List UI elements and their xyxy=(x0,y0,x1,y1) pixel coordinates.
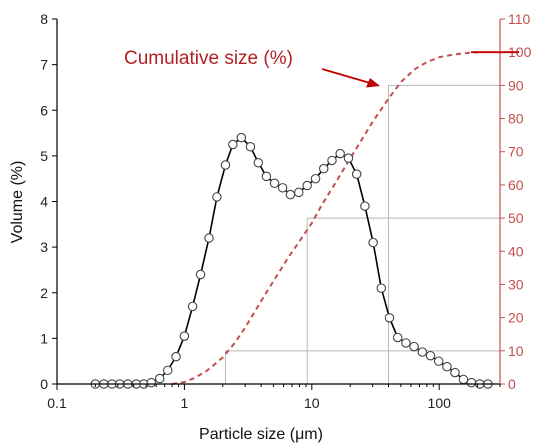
volume-point xyxy=(466,377,477,388)
y2-tick-label: 20 xyxy=(508,310,524,326)
volume-point xyxy=(277,183,288,193)
volume-point xyxy=(327,155,337,166)
volume-point xyxy=(220,160,231,170)
volume-point xyxy=(285,189,296,200)
volume-point xyxy=(360,201,370,211)
y-tick-label: 5 xyxy=(40,148,48,164)
volume-point xyxy=(425,350,436,361)
y2-tick-label: 60 xyxy=(508,177,524,193)
volume-point xyxy=(154,373,165,384)
volume-point xyxy=(384,313,395,323)
y-tick-label: 2 xyxy=(40,285,48,301)
volume-point xyxy=(409,341,419,352)
x-axis-title: Particle size (μm) xyxy=(199,426,323,443)
y2-tick-label: 10 xyxy=(508,343,524,359)
x-tick-label: 100 xyxy=(428,395,452,411)
volume-point xyxy=(442,361,452,372)
volume-point xyxy=(310,173,321,184)
volume-point xyxy=(368,237,378,248)
volume-point xyxy=(318,163,329,174)
volume-point xyxy=(146,377,157,388)
x-tick-label: 10 xyxy=(304,395,320,411)
volume-point xyxy=(204,233,214,243)
volume-point xyxy=(458,374,469,385)
percentile-guide-lines xyxy=(224,84,500,384)
y2-tick-label: 70 xyxy=(508,144,524,160)
x-tick-label: 0.1 xyxy=(47,395,67,411)
y2-tick-label: 0 xyxy=(508,376,516,392)
y2-tick-label: 80 xyxy=(508,111,524,127)
volume-point xyxy=(269,178,280,189)
y2-tick-label: 50 xyxy=(508,210,524,226)
volume-point xyxy=(245,142,256,152)
cumulative-curve xyxy=(171,51,478,385)
volume-point xyxy=(179,331,190,341)
cumulative-series xyxy=(171,51,478,385)
volume-point xyxy=(335,148,345,159)
y2-tick-label: 30 xyxy=(508,276,524,292)
y2-tick-label: 40 xyxy=(508,243,524,259)
annotation-arrowhead xyxy=(366,78,380,88)
y-tick-label: 7 xyxy=(40,57,48,73)
volume-point xyxy=(261,171,272,182)
y-tick-label: 8 xyxy=(40,11,48,27)
cumulative-annotation-label: Cumulative size (%) xyxy=(124,48,293,69)
y2-tick-label: 110 xyxy=(508,11,531,27)
volume-point xyxy=(162,365,173,376)
volume-point xyxy=(450,367,460,378)
volume-point xyxy=(171,351,181,362)
volume-point xyxy=(253,157,264,168)
volume-series xyxy=(90,132,493,389)
y-tick-label: 6 xyxy=(40,102,48,118)
volume-point xyxy=(417,347,428,357)
volume-point xyxy=(401,338,411,348)
y-axis-title: Volume (%) xyxy=(9,161,26,244)
x-tick-label: 1 xyxy=(181,395,189,411)
volume-point xyxy=(392,332,403,343)
volume-point xyxy=(294,187,304,198)
y-tick-label: 1 xyxy=(40,330,48,346)
volume-point xyxy=(343,153,354,163)
y2-tick-label: 100 xyxy=(508,44,532,60)
volume-point xyxy=(376,283,387,293)
cumulative-annotation: Cumulative size (%) xyxy=(124,48,519,88)
volume-point xyxy=(228,139,238,150)
volume-point xyxy=(351,169,362,179)
volume-point xyxy=(302,180,312,191)
y-tick-label: 4 xyxy=(40,194,48,210)
y-tick-label: 0 xyxy=(40,376,48,392)
y2-tick-label: 90 xyxy=(508,77,524,93)
annotation-arrow-shaft xyxy=(321,68,371,84)
volume-point xyxy=(195,269,206,280)
volume-curve xyxy=(95,136,488,385)
volume-point xyxy=(212,192,222,202)
volume-point xyxy=(236,132,247,143)
volume-point xyxy=(187,301,198,312)
volume-point xyxy=(433,356,444,366)
y-tick-label: 3 xyxy=(40,239,48,255)
